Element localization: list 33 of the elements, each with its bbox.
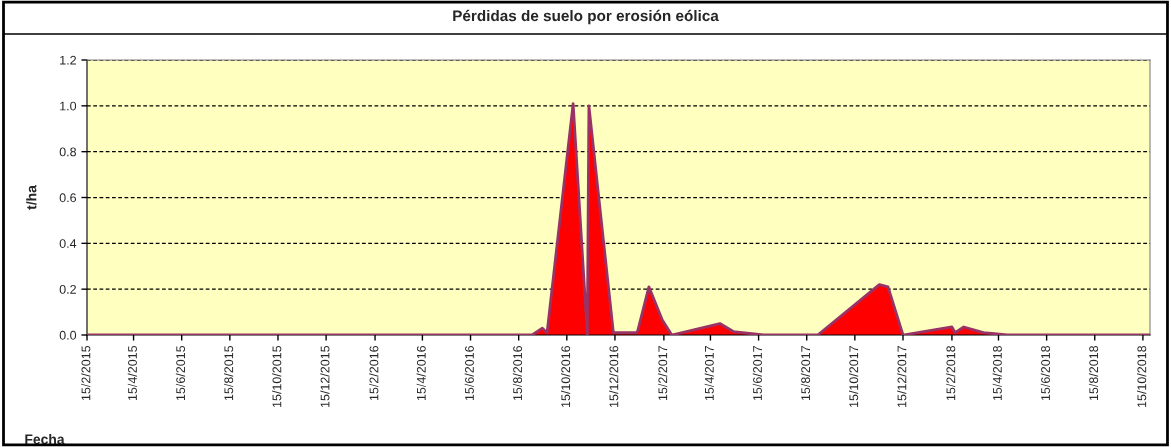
x-tick-label: 15/2/2016	[369, 345, 379, 401]
x-tick-label: 15/2/2018	[946, 345, 956, 401]
x-tick-label: 15/12/2016	[609, 345, 619, 408]
x-tick-label: 15/6/2018	[1040, 345, 1050, 401]
x-tick-label: 15/4/2018	[992, 345, 1002, 401]
chart-title: Pérdidas de suelo por erosión eólica	[453, 9, 719, 25]
x-tick-label: 15/8/2018	[1088, 345, 1099, 401]
x-tick-label: 15/6/2015	[175, 345, 186, 401]
x-tick-label: 15/2/2015	[81, 345, 91, 401]
x-tick-label: 15/10/2015	[272, 345, 282, 408]
y-axis-title: t/ha	[26, 185, 37, 210]
y-tick-label: 0.2	[59, 284, 76, 294]
x-tick-label: 15/4/2016	[416, 345, 426, 401]
x-tick-label: 15/12/2017	[897, 346, 907, 408]
x-tick-label: 15/8/2015	[224, 345, 234, 401]
y-tick-label: 0.4	[59, 239, 77, 248]
x-tick-label: 15/6/2017	[752, 346, 762, 401]
x-axis-title: Fecha	[25, 434, 65, 445]
x-tick-label: 15/8/2016	[512, 345, 523, 401]
y-tick-label: 0.6	[59, 193, 77, 203]
y-tick-label: 0.8	[59, 147, 77, 157]
y-tick-label: 1.0	[60, 101, 77, 111]
x-tick-label: 15/12/2015	[320, 345, 330, 408]
y-tick-label: 0.0	[59, 330, 77, 340]
x-tick-label: 15/10/2018	[1137, 345, 1147, 408]
x-tick-label: 15/4/2015	[127, 345, 137, 401]
y-tick-label: 1.2	[60, 55, 76, 65]
x-tick-label: 15/8/2017	[800, 346, 811, 401]
x-tick-label: 15/2/2017	[658, 346, 668, 401]
x-tick-label: 15/10/2016	[560, 345, 571, 408]
x-tick-label: 15/6/2016	[464, 345, 474, 401]
x-tick-label: 15/10/2017	[849, 346, 859, 408]
x-tick-label: 15/4/2017	[704, 346, 714, 401]
